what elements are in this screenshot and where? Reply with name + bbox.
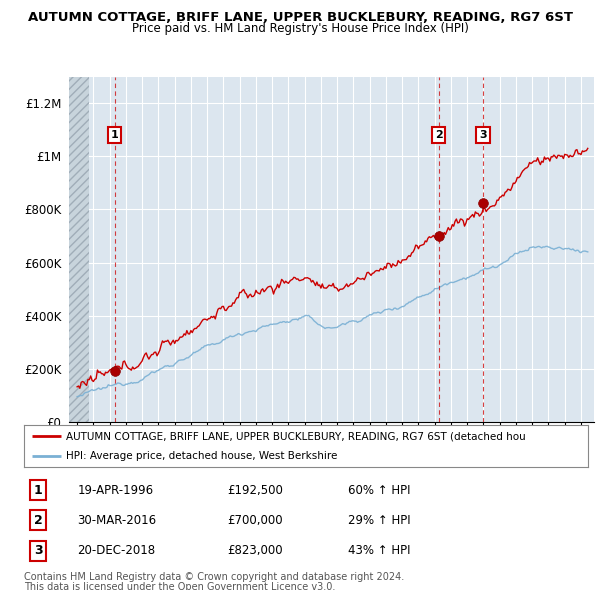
Text: 2: 2 [435,130,443,140]
Text: AUTUMN COTTAGE, BRIFF LANE, UPPER BUCKLEBURY, READING, RG7 6ST (detached hou: AUTUMN COTTAGE, BRIFF LANE, UPPER BUCKLE… [66,431,526,441]
Text: 2: 2 [34,514,43,527]
Text: Price paid vs. HM Land Registry's House Price Index (HPI): Price paid vs. HM Land Registry's House … [131,22,469,35]
Text: 43% ↑ HPI: 43% ↑ HPI [348,544,411,557]
Text: HPI: Average price, detached house, West Berkshire: HPI: Average price, detached house, West… [66,451,338,461]
Text: £823,000: £823,000 [227,544,283,557]
Text: £192,500: £192,500 [227,484,283,497]
Text: 60% ↑ HPI: 60% ↑ HPI [348,484,411,497]
Text: This data is licensed under the Open Government Licence v3.0.: This data is licensed under the Open Gov… [24,582,335,590]
Text: 1: 1 [34,484,43,497]
Text: 3: 3 [479,130,487,140]
Text: 19-APR-1996: 19-APR-1996 [77,484,154,497]
Text: 3: 3 [34,544,43,557]
Text: Contains HM Land Registry data © Crown copyright and database right 2024.: Contains HM Land Registry data © Crown c… [24,572,404,582]
Text: AUTUMN COTTAGE, BRIFF LANE, UPPER BUCKLEBURY, READING, RG7 6ST: AUTUMN COTTAGE, BRIFF LANE, UPPER BUCKLE… [28,11,572,24]
Text: 20-DEC-2018: 20-DEC-2018 [77,544,156,557]
Text: 30-MAR-2016: 30-MAR-2016 [77,514,157,527]
Text: 29% ↑ HPI: 29% ↑ HPI [348,514,411,527]
Text: 1: 1 [110,130,118,140]
Text: £700,000: £700,000 [227,514,283,527]
